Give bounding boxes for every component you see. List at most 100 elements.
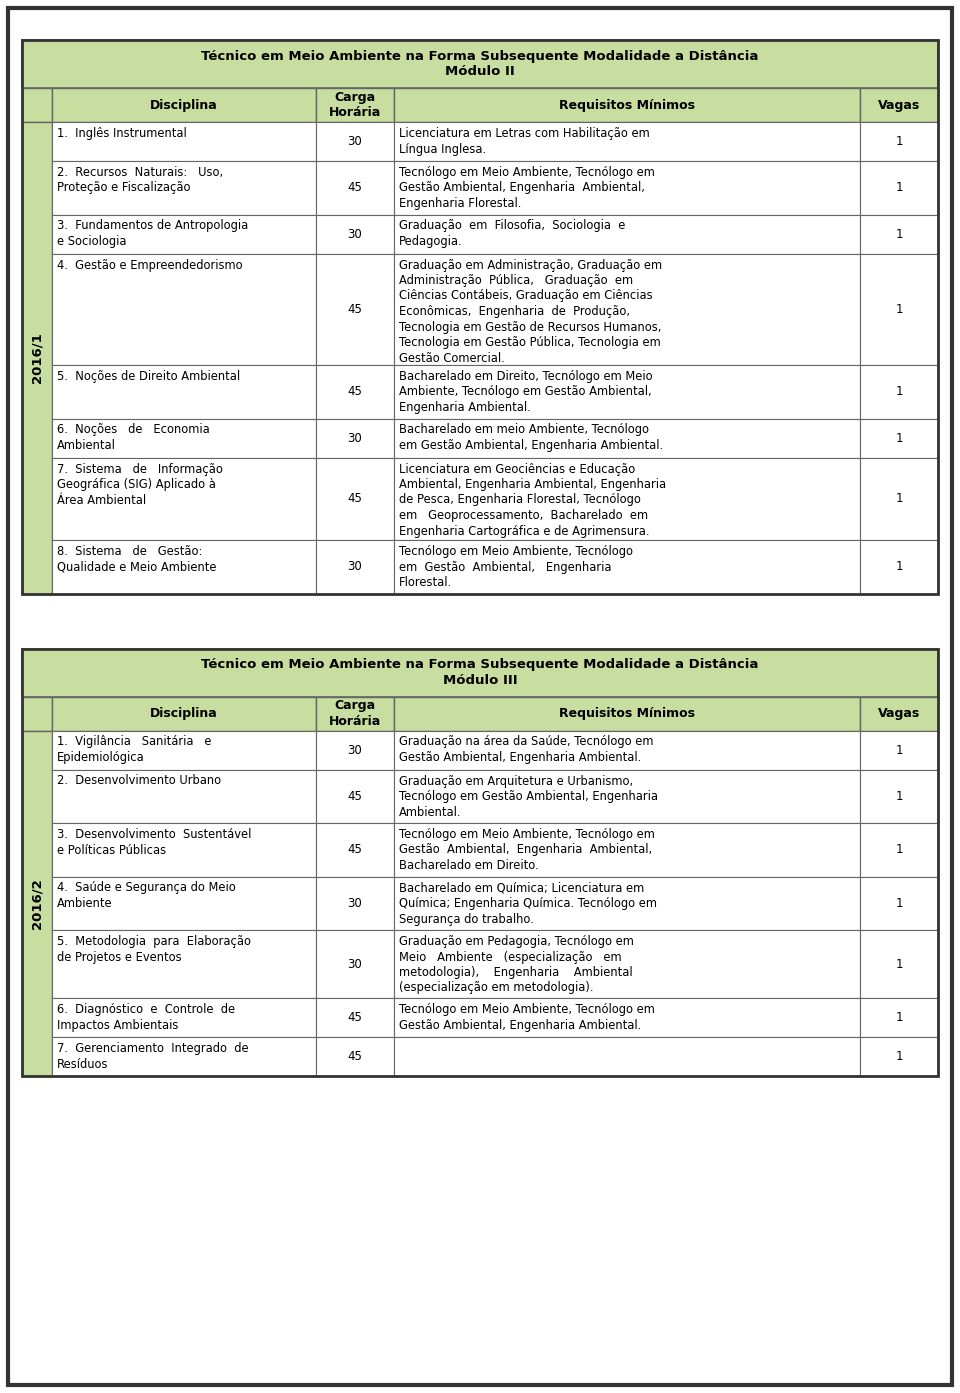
- Text: Licenciatura em Geociências e Educação
Ambiental, Engenharia Ambiental, Engenhar: Licenciatura em Geociências e Educação A…: [399, 462, 666, 538]
- Bar: [860, 365, 938, 418]
- Bar: [52, 1036, 316, 1075]
- Bar: [52, 365, 316, 418]
- Bar: [860, 931, 938, 997]
- Bar: [52, 88, 316, 123]
- Text: 1.  Inglês Instrumental: 1. Inglês Instrumental: [57, 127, 187, 141]
- Bar: [316, 730, 394, 769]
- Bar: [860, 823, 938, 876]
- Bar: [316, 540, 394, 593]
- Bar: [860, 457, 938, 540]
- Text: 30: 30: [348, 227, 362, 241]
- Bar: [52, 418, 316, 457]
- Bar: [394, 997, 860, 1036]
- Text: 1: 1: [896, 181, 902, 194]
- Text: 1: 1: [896, 432, 902, 444]
- Text: 1: 1: [896, 897, 902, 910]
- Text: 45: 45: [348, 302, 363, 316]
- Text: 1: 1: [896, 843, 902, 857]
- Text: 7.  Gerenciamento  Integrado  de
Resíduos: 7. Gerenciamento Integrado de Resíduos: [57, 1042, 249, 1070]
- Text: 1: 1: [896, 1050, 902, 1063]
- Text: 7.  Sistema   de   Informação
Geográfica (SIG) Aplicado à
Área Ambiental: 7. Sistema de Informação Geográfica (SIG…: [57, 462, 223, 507]
- Bar: [52, 997, 316, 1036]
- Bar: [316, 162, 394, 215]
- Text: 45: 45: [348, 492, 363, 506]
- Text: 1: 1: [896, 135, 902, 148]
- Text: 1: 1: [896, 744, 902, 756]
- Bar: [52, 931, 316, 997]
- Text: 2016/1: 2016/1: [31, 333, 43, 383]
- Text: 45: 45: [348, 790, 363, 802]
- Bar: [316, 997, 394, 1036]
- Bar: [394, 769, 860, 823]
- Text: Vagas: Vagas: [877, 708, 920, 720]
- Text: 6.  Diagnóstico  e  Controle  de
Impactos Ambientais: 6. Diagnóstico e Controle de Impactos Am…: [57, 1003, 235, 1031]
- Bar: [22, 123, 52, 593]
- Text: 3.  Fundamentos de Antropologia
e Sociologia: 3. Fundamentos de Antropologia e Sociolo…: [57, 220, 249, 248]
- Bar: [860, 418, 938, 457]
- Text: 2.  Recursos  Naturais:   Uso,
Proteção e Fiscalização: 2. Recursos Naturais: Uso, Proteção e Fi…: [57, 166, 223, 195]
- Bar: [52, 730, 316, 769]
- Text: 1: 1: [896, 492, 902, 506]
- Bar: [52, 254, 316, 365]
- Text: 2.  Desenvolvimento Urbano: 2. Desenvolvimento Urbano: [57, 775, 221, 787]
- Text: 2016/2: 2016/2: [31, 878, 43, 929]
- Text: Disciplina: Disciplina: [150, 708, 218, 720]
- Text: 3.  Desenvolvimento  Sustentável
e Políticas Públicas: 3. Desenvolvimento Sustentável e Polític…: [57, 827, 252, 857]
- Text: Graduação em Administração, Graduação em
Administração  Pública,   Graduação  em: Graduação em Administração, Graduação em…: [399, 259, 662, 365]
- Bar: [394, 162, 860, 215]
- Text: 45: 45: [348, 386, 363, 398]
- Text: Graduação na área da Saúde, Tecnólogo em
Gestão Ambiental, Engenharia Ambiental.: Graduação na área da Saúde, Tecnólogo em…: [399, 736, 654, 763]
- Text: Graduação  em  Filosofia,  Sociologia  e
Pedagogia.: Graduação em Filosofia, Sociologia e Ped…: [399, 220, 625, 248]
- Text: 4.  Gestão e Empreendedorismo: 4. Gestão e Empreendedorismo: [57, 259, 243, 272]
- Bar: [316, 1036, 394, 1075]
- Bar: [22, 40, 938, 593]
- Bar: [394, 540, 860, 593]
- Bar: [394, 88, 860, 123]
- Text: Licenciatura em Letras com Habilitação em
Língua Inglesa.: Licenciatura em Letras com Habilitação e…: [399, 127, 650, 156]
- Bar: [394, 876, 860, 931]
- Bar: [860, 162, 938, 215]
- Text: 45: 45: [348, 1050, 363, 1063]
- Bar: [316, 88, 394, 123]
- Text: 5.  Noções de Direito Ambiental: 5. Noções de Direito Ambiental: [57, 371, 240, 383]
- Bar: [22, 696, 52, 730]
- Text: Tecnólogo em Meio Ambiente, Tecnólogo em
Gestão Ambiental, Engenharia Ambiental.: Tecnólogo em Meio Ambiente, Tecnólogo em…: [399, 1003, 655, 1031]
- Bar: [394, 215, 860, 254]
- Bar: [22, 649, 938, 696]
- Bar: [860, 876, 938, 931]
- Bar: [316, 696, 394, 730]
- Text: Graduação em Pedagogia, Tecnólogo em
Meio   Ambiente   (especialização   em
meto: Graduação em Pedagogia, Tecnólogo em Mei…: [399, 935, 634, 995]
- Text: 8.  Sistema   de   Gestão:
Qualidade e Meio Ambiente: 8. Sistema de Gestão: Qualidade e Meio A…: [57, 545, 217, 574]
- Bar: [394, 254, 860, 365]
- Text: Bacharelado em Direito, Tecnólogo em Meio
Ambiente, Tecnólogo em Gestão Ambienta: Bacharelado em Direito, Tecnólogo em Mei…: [399, 371, 653, 414]
- Text: Requisitos Mínimos: Requisitos Mínimos: [559, 708, 695, 720]
- Text: 1: 1: [896, 957, 902, 971]
- Bar: [316, 457, 394, 540]
- Text: 30: 30: [348, 744, 362, 756]
- Text: 1: 1: [896, 227, 902, 241]
- Text: Disciplina: Disciplina: [150, 99, 218, 111]
- Bar: [860, 254, 938, 365]
- Bar: [52, 162, 316, 215]
- Bar: [52, 457, 316, 540]
- Text: 1.  Vigilância   Sanitária   e
Epidemiológica: 1. Vigilância Sanitária e Epidemiológica: [57, 736, 211, 763]
- Text: Graduação em Arquitetura e Urbanismo,
Tecnólogo em Gestão Ambiental, Engenharia
: Graduação em Arquitetura e Urbanismo, Te…: [399, 775, 658, 819]
- Text: Carga
Horária: Carga Horária: [329, 699, 381, 727]
- Text: 30: 30: [348, 957, 362, 971]
- Bar: [394, 931, 860, 997]
- Bar: [52, 215, 316, 254]
- Bar: [316, 123, 394, 162]
- Bar: [52, 769, 316, 823]
- Bar: [394, 418, 860, 457]
- Bar: [316, 254, 394, 365]
- Text: Bacharelado em meio Ambiente, Tecnólogo
em Gestão Ambiental, Engenharia Ambienta: Bacharelado em meio Ambiente, Tecnólogo …: [399, 423, 663, 451]
- Bar: [316, 931, 394, 997]
- Bar: [316, 215, 394, 254]
- Text: 1: 1: [896, 790, 902, 802]
- Bar: [22, 40, 938, 88]
- Bar: [52, 696, 316, 730]
- Bar: [860, 696, 938, 730]
- Bar: [52, 823, 316, 876]
- Text: Requisitos Mínimos: Requisitos Mínimos: [559, 99, 695, 111]
- Bar: [860, 123, 938, 162]
